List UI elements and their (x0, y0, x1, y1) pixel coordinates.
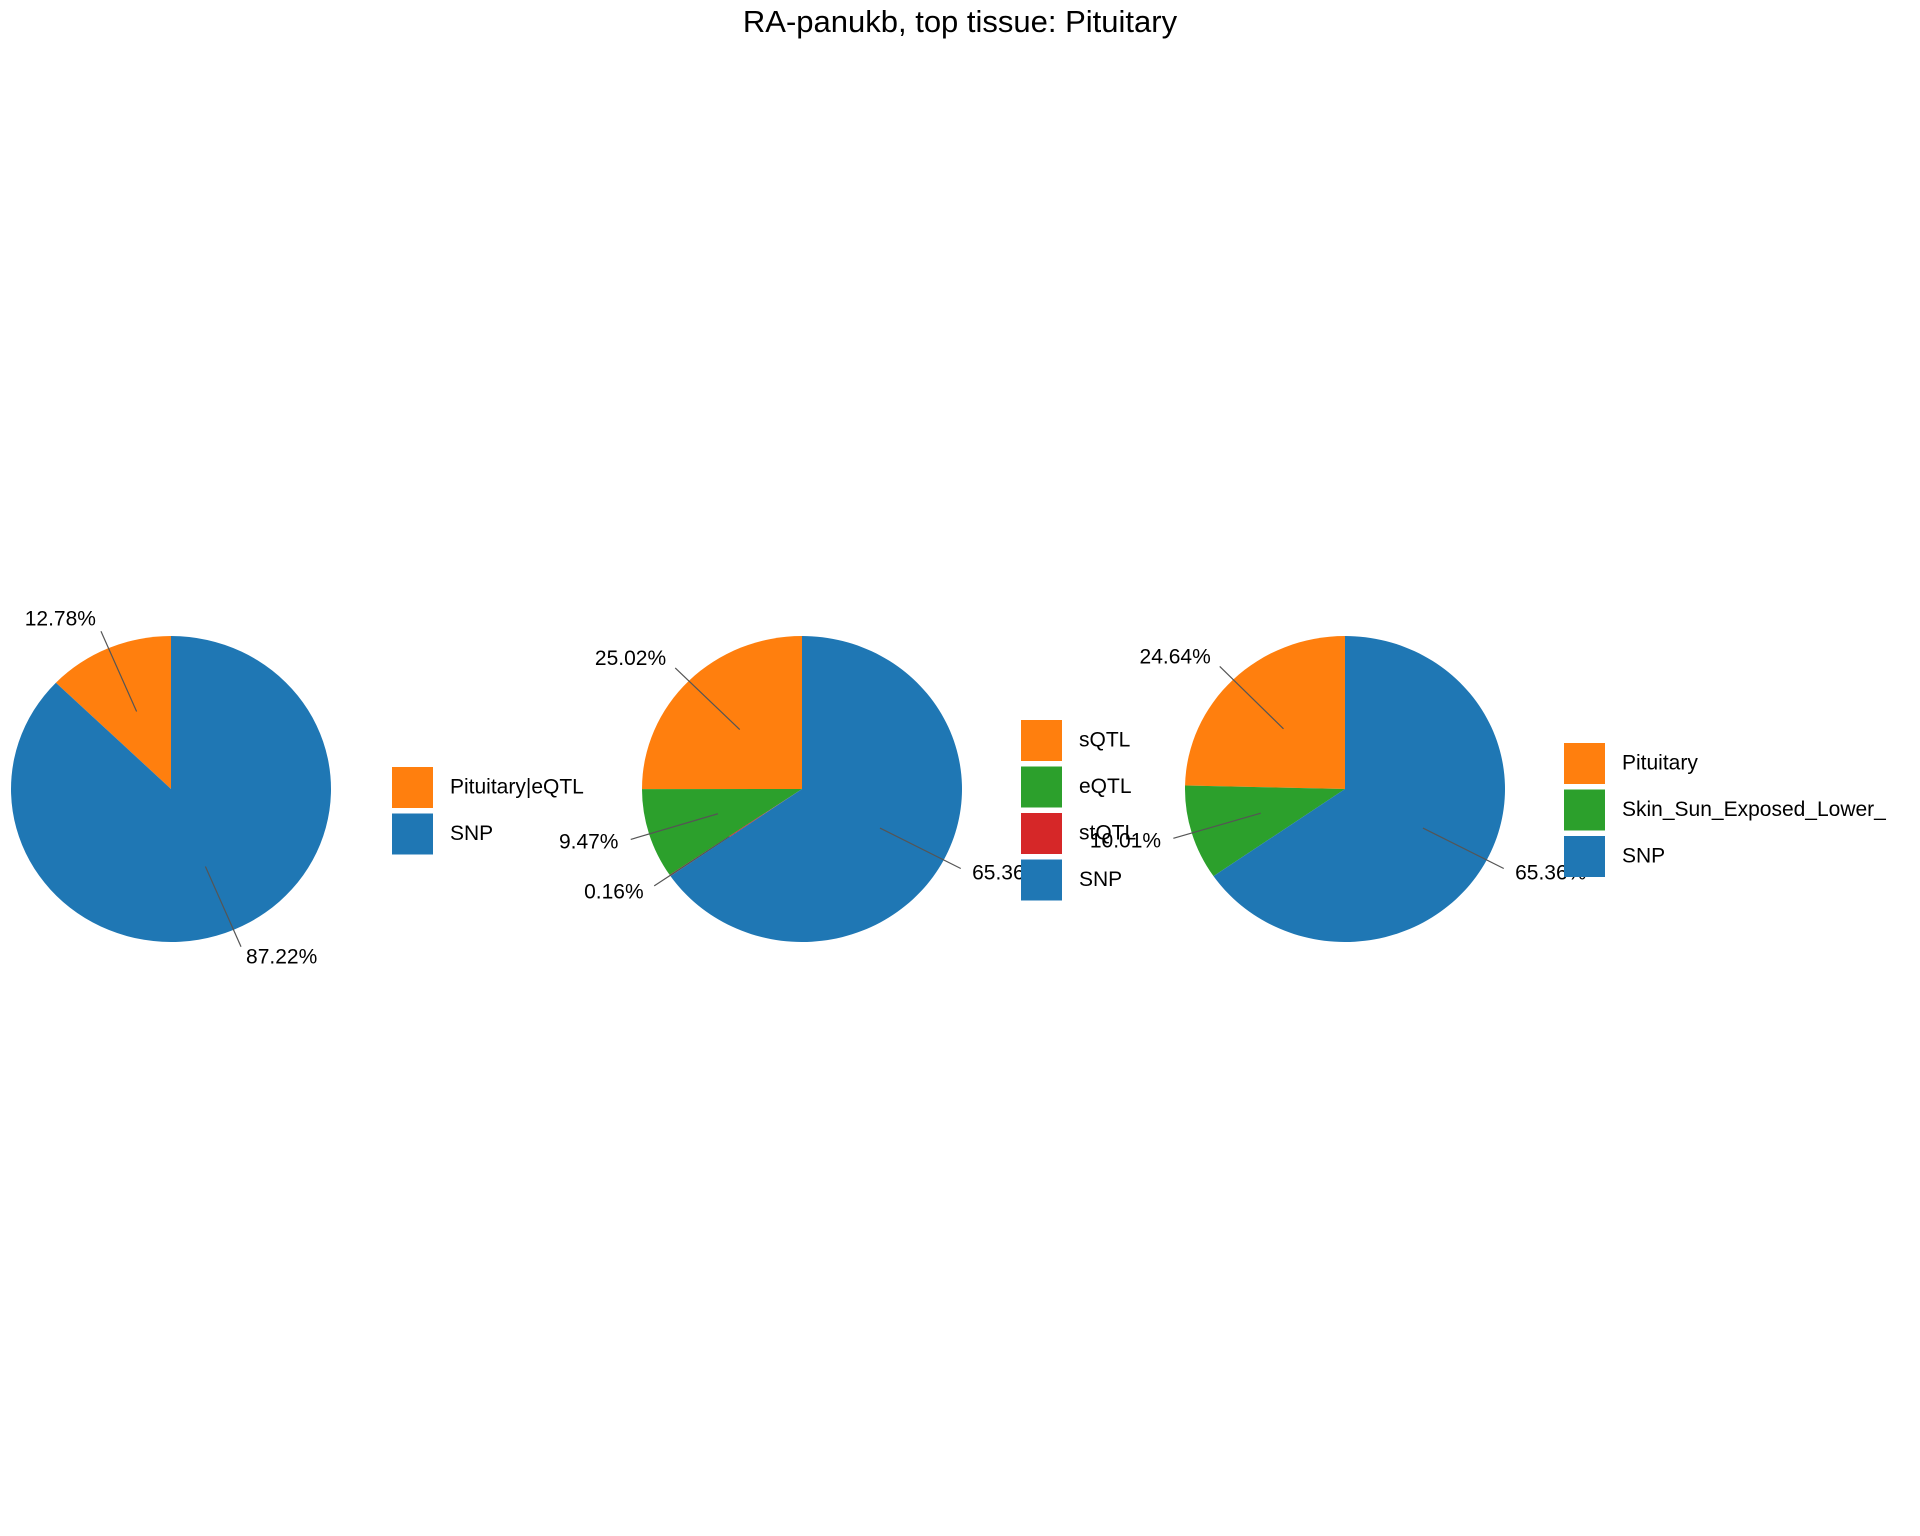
legend-label: SNP (1079, 868, 1122, 891)
label-leader (653, 836, 730, 887)
legend-label: SNP (1622, 845, 1665, 868)
pie-slice (1185, 785, 1345, 877)
value-label: 12.78% (25, 608, 96, 631)
pie-slice (11, 635, 332, 942)
legend-swatch (1021, 813, 1062, 854)
value-label: 10.01% (1090, 829, 1161, 852)
value-label: 9.47% (559, 831, 619, 854)
value-label: 25.02% (595, 647, 666, 670)
label-leader (1219, 666, 1284, 730)
legend-label: stQTL (1079, 822, 1136, 845)
pie-slice (642, 789, 802, 875)
label-leader (1173, 812, 1261, 839)
legend-swatch (1021, 720, 1062, 761)
pie-slice (55, 636, 171, 789)
legend-label: sQTL (1079, 729, 1130, 752)
legend-label: Pituitary (1622, 752, 1698, 775)
legend-swatch (392, 767, 433, 808)
legend-label: Pituitary|eQTL (450, 776, 584, 799)
label-leader (1422, 827, 1505, 870)
legend-label: Skin_Sun_Exposed_Lower_ (1622, 798, 1886, 821)
value-label: 24.64% (1140, 645, 1211, 668)
pie-slice (670, 636, 962, 943)
legend-label: SNP (450, 822, 493, 845)
label-leader (674, 667, 741, 730)
label-leader (630, 813, 719, 840)
label-leader (100, 631, 138, 712)
legend-swatch (1564, 743, 1605, 784)
value-label: 0.16% (584, 880, 644, 903)
legend-label: eQTL (1079, 775, 1132, 798)
legend-swatch (1564, 836, 1605, 877)
legend-swatch (1021, 859, 1062, 901)
legend-swatch (392, 813, 433, 855)
legend-swatch (1564, 789, 1605, 831)
pie-slice (1185, 636, 1345, 789)
legend-swatch (1021, 766, 1062, 808)
figure-title: RA-panukb, top tissue: Pituitary (743, 4, 1178, 39)
value-label: 87.22% (246, 946, 317, 969)
label-leader (204, 866, 242, 947)
pie-slice (1213, 636, 1505, 942)
label-leader (879, 827, 962, 870)
